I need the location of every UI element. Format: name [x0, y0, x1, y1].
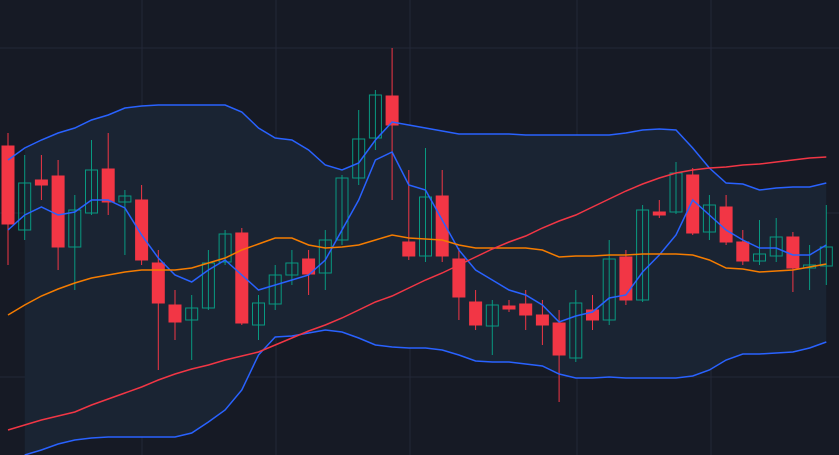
candle-body	[168, 304, 182, 323]
candle-body	[819, 246, 833, 267]
candle-body	[602, 258, 616, 321]
candle-body	[569, 302, 583, 359]
candle-body	[485, 304, 499, 327]
indicator-line	[7, 234, 827, 316]
candle-body	[435, 195, 449, 257]
candle-body	[318, 239, 332, 274]
candle-body	[736, 241, 750, 262]
candle-body	[252, 302, 265, 326]
candle-body	[18, 182, 32, 231]
candle-body	[185, 307, 199, 321]
candle-body	[135, 199, 149, 261]
candle-body	[753, 253, 766, 262]
candle-body	[235, 232, 249, 324]
candle-body	[686, 174, 700, 234]
candle-body	[85, 169, 98, 214]
candle-body	[535, 314, 549, 326]
indicator-line	[7, 151, 827, 323]
candle-body	[552, 322, 566, 356]
candle-body	[218, 233, 232, 263]
candle-body	[118, 195, 132, 203]
candle-body	[669, 172, 683, 213]
candle-body	[469, 301, 483, 326]
candle-body	[419, 196, 432, 257]
candle-body	[51, 175, 65, 248]
candle-body	[68, 209, 82, 248]
candle-body	[101, 168, 115, 203]
candle-body	[352, 138, 366, 179]
candle-body	[151, 262, 165, 304]
candle-body	[335, 177, 349, 241]
candle-body	[702, 204, 716, 233]
candle-body	[652, 211, 666, 216]
candle-body	[452, 258, 466, 298]
candle-body	[769, 236, 783, 257]
candle-body	[368, 94, 382, 139]
candle-body	[1, 145, 15, 225]
candle-body	[34, 179, 48, 186]
candle-body	[719, 206, 733, 243]
candle-body	[285, 262, 299, 276]
candle-body	[385, 95, 399, 126]
indicator-line	[7, 156, 827, 431]
candle-body	[268, 274, 282, 305]
candle-body	[586, 309, 599, 321]
candle-body	[519, 303, 533, 316]
indicator-line	[24, 329, 827, 455]
candle-body	[502, 305, 516, 310]
candle-body	[619, 256, 633, 301]
candle-body	[402, 241, 416, 257]
indicator-line	[7, 104, 827, 191]
